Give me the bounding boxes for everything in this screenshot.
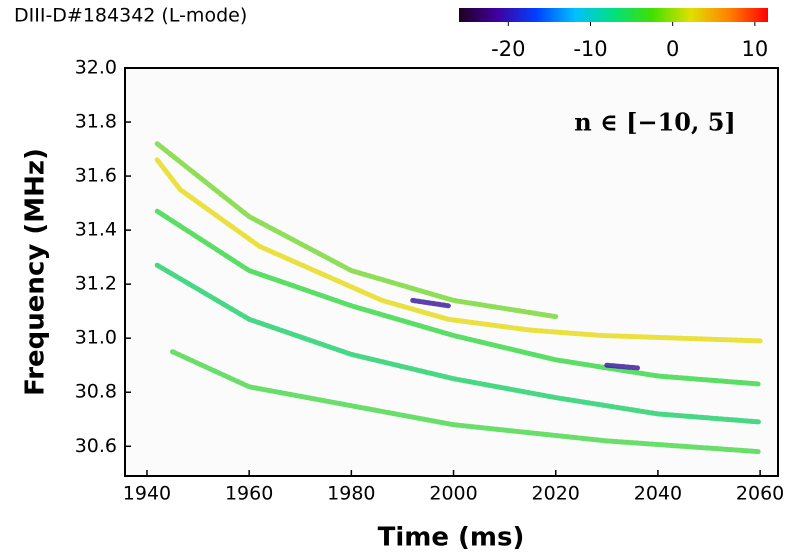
y-tick-label: 31.4 <box>75 219 117 241</box>
y-axis-label: Frequency (MHz) <box>21 148 51 396</box>
y-tick-label: 31.8 <box>75 111 117 133</box>
y-tick-label: 30.6 <box>75 435 117 457</box>
y-tick-label: 32.0 <box>75 57 117 79</box>
y-tick-label: 31.6 <box>75 165 117 187</box>
y-tick-label: 31.0 <box>75 327 117 349</box>
colorbar-tick-label: 0 <box>666 37 679 61</box>
mode-trace <box>154 208 763 387</box>
colorbar-tick-label: -10 <box>573 37 607 61</box>
x-tick-label: 1980 <box>327 483 375 505</box>
x-axis-label: Time (ms) <box>378 523 525 553</box>
x-tick-label: 1960 <box>225 483 273 505</box>
colorbar <box>459 8 768 22</box>
x-tick-label: 2060 <box>736 483 784 505</box>
mode-trace <box>154 141 559 320</box>
annotation: n ∈ [−10, 5] <box>574 108 736 137</box>
mode-trace <box>154 262 763 425</box>
mode-trace <box>154 157 763 344</box>
colorbar-tick-label: -20 <box>491 37 525 61</box>
mode-trace <box>170 349 763 455</box>
chart-title: DIII-D#184342 (L-mode) <box>14 5 247 27</box>
x-tick-label: 2000 <box>429 483 477 505</box>
x-tick-label: 2020 <box>532 483 580 505</box>
plot-frame <box>124 67 779 477</box>
mode-trace <box>604 362 640 371</box>
colorbar-tick-label: 10 <box>741 37 768 61</box>
x-tick-label: 2040 <box>634 483 682 505</box>
y-tick-label: 31.2 <box>75 273 117 295</box>
y-tick-label: 30.8 <box>75 381 117 403</box>
x-tick-label: 1940 <box>123 483 171 505</box>
mode-trace <box>410 297 451 309</box>
